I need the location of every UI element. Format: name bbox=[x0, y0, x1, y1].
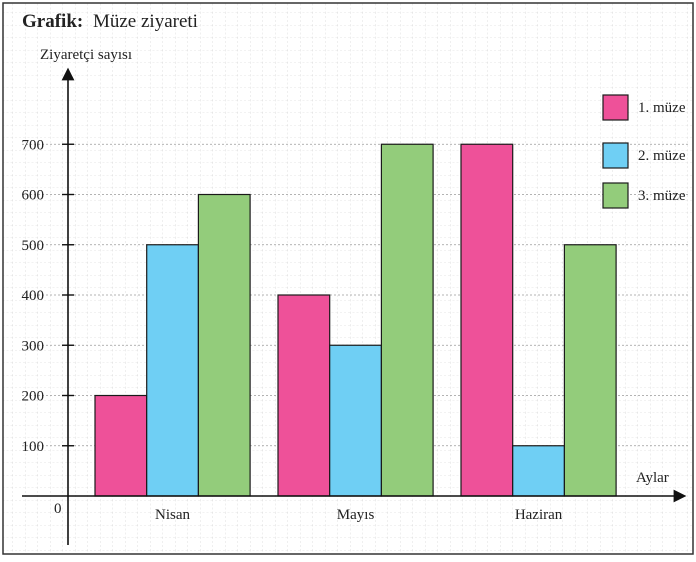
x-axis-label: Aylar bbox=[636, 470, 669, 486]
bars bbox=[94, 143, 617, 497]
x-tick-label: Mayıs bbox=[337, 507, 375, 523]
bar bbox=[146, 244, 199, 497]
origin-label: 0 bbox=[54, 501, 62, 517]
y-tick-label: 500 bbox=[22, 238, 45, 254]
legend-label: 3. müze bbox=[638, 188, 686, 204]
bar bbox=[563, 244, 617, 497]
bar bbox=[512, 445, 566, 497]
legend-label: 1. müze bbox=[638, 100, 686, 116]
y-tick-label: 200 bbox=[22, 389, 45, 405]
y-tick-label: 100 bbox=[22, 439, 45, 455]
chart-title-text: Müze ziyareti bbox=[93, 11, 198, 32]
y-tick-label: 300 bbox=[22, 338, 45, 354]
y-ticks: 100 200 300 400 500 600 700 bbox=[22, 137, 74, 455]
x-tick-label: Nisan bbox=[155, 507, 190, 523]
bar bbox=[460, 143, 514, 497]
legend-swatch bbox=[602, 142, 629, 169]
y-tick-label: 400 bbox=[22, 288, 45, 304]
x-ticks: Nisan Mayıs Haziran bbox=[155, 507, 563, 523]
bar bbox=[277, 294, 331, 497]
x-tick-label: Haziran bbox=[515, 507, 563, 523]
legend-swatch bbox=[602, 182, 629, 209]
bar bbox=[94, 394, 148, 497]
bar bbox=[197, 193, 251, 497]
legend: 1. müze 2. müze 3. müze bbox=[602, 94, 686, 209]
axes bbox=[22, 67, 687, 545]
y-tick-label: 600 bbox=[22, 188, 45, 204]
y-tick-label: 700 bbox=[22, 137, 45, 153]
bar bbox=[380, 143, 434, 497]
bar bbox=[329, 344, 383, 497]
chart-title-prefix: Grafik: bbox=[22, 11, 83, 32]
chart-title: Grafik: Müze ziyareti bbox=[22, 11, 198, 32]
legend-swatch bbox=[602, 94, 629, 121]
legend-label: 2. müze bbox=[638, 148, 686, 164]
y-axis-label: Ziyaretçi sayısı bbox=[40, 47, 132, 63]
